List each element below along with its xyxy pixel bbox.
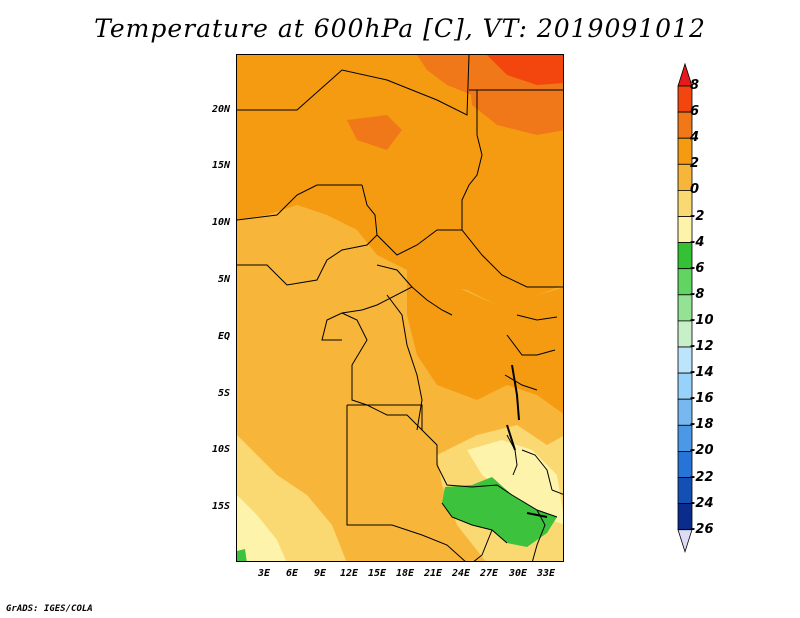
x-tick-label: 24E bbox=[451, 568, 471, 579]
colorbar-level-label: 6 bbox=[690, 104, 700, 120]
colorbar-level-label: -10 bbox=[690, 312, 714, 328]
x-tick-label: 12E bbox=[339, 568, 359, 579]
coolest-se bbox=[467, 440, 563, 525]
colorbar-level-label: -2 bbox=[690, 208, 705, 224]
y-tick-label: 5S bbox=[217, 388, 230, 399]
coolest-sw bbox=[237, 495, 287, 561]
chart-title: Temperature at 600hPa [C], VT: 201909101… bbox=[94, 14, 706, 43]
x-tick-label: 15E bbox=[367, 568, 387, 579]
x-tick-label: 30E bbox=[508, 568, 528, 579]
warm-upper-mid bbox=[417, 55, 477, 95]
x-tick-label: 21E bbox=[423, 568, 443, 579]
warm-band-north bbox=[237, 55, 563, 305]
y-tick-label: 20N bbox=[211, 104, 230, 115]
y-tick-label: 10S bbox=[211, 444, 230, 455]
colorbar-level-label: 0 bbox=[690, 182, 700, 198]
colorbar-level-label: -14 bbox=[690, 365, 714, 381]
map-panel bbox=[236, 54, 564, 562]
x-tick-label: 9E bbox=[313, 568, 327, 579]
colorbar-segments bbox=[677, 62, 693, 554]
colorbar-level-label: -4 bbox=[690, 234, 705, 250]
y-tick-label: 15S bbox=[211, 501, 230, 512]
warm-band-east bbox=[407, 270, 563, 414]
colorbar-level-label: -12 bbox=[690, 339, 714, 354]
x-tick-label: 3E bbox=[257, 568, 271, 579]
colorbar-level-label: -6 bbox=[690, 260, 705, 276]
colorbar bbox=[677, 62, 693, 554]
x-tick-label: 18E bbox=[395, 568, 415, 579]
footer-credit: GrADS: IGES/COLA bbox=[6, 604, 93, 614]
x-tick-label: 6E bbox=[285, 568, 299, 579]
warm-spot bbox=[347, 115, 402, 150]
y-tick-label: EQ bbox=[217, 331, 230, 342]
colorbar-level-label: -26 bbox=[690, 521, 714, 537]
lakes bbox=[506, 364, 548, 518]
y-tick-label: 10N bbox=[211, 217, 230, 228]
colorbar-level-label: -20 bbox=[690, 443, 714, 459]
colorbar-level-label: -8 bbox=[690, 286, 705, 302]
temperature-field bbox=[237, 55, 563, 561]
colorbar-level-label: 4 bbox=[690, 130, 700, 146]
cold-green-corner bbox=[237, 549, 247, 561]
colorbar-level-label: 2 bbox=[690, 156, 700, 172]
y-tick-label: 15N bbox=[211, 160, 230, 171]
y-tick-label: 5N bbox=[217, 274, 230, 285]
cold-green-patch bbox=[442, 477, 557, 547]
colorbar-level-label: -16 bbox=[690, 391, 714, 407]
country-borders bbox=[237, 55, 563, 561]
x-tick-label: 27E bbox=[479, 568, 499, 579]
colorbar-arrow-bottom bbox=[677, 529, 693, 554]
colorbar-level-label: -18 bbox=[690, 417, 714, 433]
colorbar-level-label: 8 bbox=[690, 78, 700, 93]
hottest-patch bbox=[487, 55, 563, 85]
x-tick-label: 33E bbox=[536, 568, 556, 579]
colorbar-level-label: -24 bbox=[690, 495, 714, 511]
colorbar-level-label: -22 bbox=[690, 469, 714, 485]
